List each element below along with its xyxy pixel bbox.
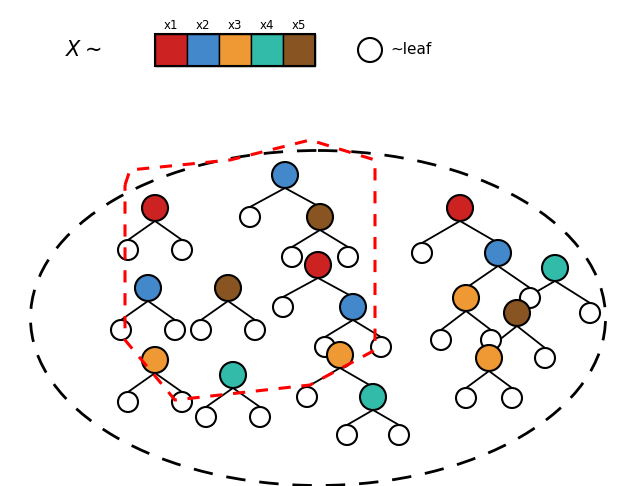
Circle shape bbox=[431, 330, 451, 350]
Circle shape bbox=[215, 275, 241, 301]
Circle shape bbox=[358, 38, 382, 62]
Bar bbox=[219, 34, 251, 66]
Circle shape bbox=[535, 348, 555, 368]
Bar bbox=[283, 34, 315, 66]
Circle shape bbox=[273, 297, 293, 317]
Circle shape bbox=[142, 195, 168, 221]
Circle shape bbox=[502, 388, 522, 408]
Circle shape bbox=[412, 243, 432, 263]
Text: x5: x5 bbox=[292, 19, 306, 32]
Circle shape bbox=[240, 207, 260, 227]
Circle shape bbox=[340, 294, 366, 320]
Text: ~leaf: ~leaf bbox=[390, 42, 431, 57]
Circle shape bbox=[580, 303, 600, 323]
Circle shape bbox=[111, 320, 131, 340]
Circle shape bbox=[389, 425, 409, 445]
Circle shape bbox=[196, 407, 216, 427]
Circle shape bbox=[272, 162, 298, 188]
Circle shape bbox=[371, 337, 391, 357]
Circle shape bbox=[327, 342, 353, 368]
Text: $X \sim$: $X \sim$ bbox=[65, 40, 102, 60]
Circle shape bbox=[481, 330, 501, 350]
Circle shape bbox=[191, 320, 211, 340]
Circle shape bbox=[305, 252, 331, 278]
Circle shape bbox=[542, 255, 568, 281]
Text: x3: x3 bbox=[228, 19, 242, 32]
Circle shape bbox=[338, 247, 358, 267]
Circle shape bbox=[172, 240, 192, 260]
Circle shape bbox=[250, 407, 270, 427]
Text: x2: x2 bbox=[196, 19, 211, 32]
Circle shape bbox=[520, 288, 540, 308]
Circle shape bbox=[172, 392, 192, 412]
Circle shape bbox=[220, 362, 246, 388]
Circle shape bbox=[118, 392, 138, 412]
Circle shape bbox=[118, 240, 138, 260]
Circle shape bbox=[485, 240, 511, 266]
Circle shape bbox=[476, 345, 502, 371]
Circle shape bbox=[282, 247, 302, 267]
Bar bbox=[251, 34, 283, 66]
Circle shape bbox=[165, 320, 185, 340]
Text: x1: x1 bbox=[164, 19, 179, 32]
Circle shape bbox=[453, 285, 479, 311]
Circle shape bbox=[337, 425, 357, 445]
Circle shape bbox=[307, 204, 333, 230]
Circle shape bbox=[135, 275, 161, 301]
Circle shape bbox=[315, 337, 335, 357]
Bar bbox=[155, 34, 187, 66]
Text: x4: x4 bbox=[260, 19, 275, 32]
Circle shape bbox=[360, 384, 386, 410]
Circle shape bbox=[447, 195, 473, 221]
Circle shape bbox=[142, 347, 168, 373]
Bar bbox=[187, 34, 219, 66]
Circle shape bbox=[297, 387, 317, 407]
Bar bbox=[155, 34, 315, 66]
Circle shape bbox=[245, 320, 265, 340]
Circle shape bbox=[456, 388, 476, 408]
Circle shape bbox=[504, 300, 530, 326]
